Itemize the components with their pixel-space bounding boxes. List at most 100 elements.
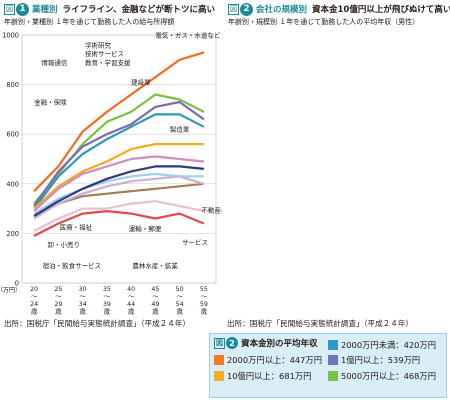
x-tick-label: 歳	[201, 307, 208, 316]
figure-number-badge: 2	[226, 337, 238, 349]
capital-legend-box: 図 2 資本金別の平均年収 2000万円未満：420万円 2000万円以上：44…	[209, 333, 447, 398]
legend-label: 2000万円未満：420万円	[341, 340, 437, 350]
company-size-chart-title: 資本金10億円以上が飛びぬけて高い	[312, 5, 450, 15]
series-line	[33, 113, 205, 210]
x-tick-label: 歳	[79, 307, 86, 316]
x-tick-label: 〜	[128, 294, 135, 301]
series-annotation: 情報通信	[41, 58, 68, 67]
series-annotation: 金融・保険	[34, 97, 67, 106]
x-tick-label: 〜	[152, 294, 159, 301]
company-size-chart-header: 図 2 会社の規模別 資本金10億円以上が飛びぬけて高い	[228, 0, 450, 18]
legend-swatch	[328, 355, 338, 365]
y-unit-label: （万円）	[0, 287, 21, 294]
industry-chart-subtitle: 年齢別・業種別 １年を通じて勤務した人の給与所得額	[4, 18, 175, 26]
legend-item-over-100m: 1億円以上：539万円	[328, 354, 420, 366]
series-line	[33, 93, 205, 205]
x-tick-label: 49	[151, 301, 159, 308]
x-tick-label: 歳	[104, 307, 111, 316]
series-annotation: 農林水産・鉱業	[132, 261, 178, 270]
series-annotation: 教育・学習支援	[85, 58, 131, 67]
legend-label: 10億円以上：681万円	[227, 371, 312, 381]
x-tick-label: 歳	[31, 307, 38, 316]
x-tick-label: 〜	[201, 294, 208, 301]
series-annotation: 建設業	[131, 78, 151, 87]
y-tick-label: 800	[6, 81, 19, 89]
x-tick-label: 20	[30, 286, 38, 293]
series-annotation: サービス	[182, 238, 208, 247]
legend-swatch	[214, 371, 224, 381]
legend-label: 1億円以上：539万円	[341, 355, 421, 365]
x-tick-label: 54	[176, 301, 184, 308]
company-size-chart-label: 会社の規模別	[256, 5, 308, 15]
industry-chart-title: ライフライン、金融などが断トツに高い	[62, 5, 216, 15]
x-tick-label: 44	[127, 301, 135, 308]
x-tick-label: 55	[200, 286, 208, 293]
x-tick-label: 39	[103, 301, 111, 308]
legend-swatch	[328, 371, 338, 381]
x-tick-label: 〜	[31, 294, 38, 301]
industry-line-chart: 02004006008001000（万円）20〜24歳25〜29歳30〜34歳3…	[0, 30, 222, 316]
x-tick-label: 歳	[176, 307, 183, 316]
x-tick-label: 〜	[55, 294, 62, 301]
series-annotation: 不動産ほか	[201, 205, 222, 214]
series-annotation: 医療・福祉	[60, 223, 93, 232]
series-line	[33, 210, 205, 237]
industry-chart-label: 業種別	[32, 5, 58, 15]
y-tick-label: 600	[6, 131, 19, 139]
legend-item-over-1b: 10億円以上：681万円	[214, 370, 311, 382]
x-tick-label: 50	[176, 286, 184, 293]
x-tick-label: 34	[79, 301, 87, 308]
legend-item-under-20m: 2000万円未満：420万円	[328, 339, 436, 351]
x-tick-label: 35	[103, 286, 111, 293]
series-line	[33, 51, 205, 192]
legend-swatch	[214, 355, 224, 365]
company-size-chart-subtitle: 年齢別・規模別 １年を通じて勤務した人の平均年収（男性）	[228, 18, 420, 26]
source-note-left: 出所：国税庁「民間給与実態統計調査」（平成２４年）	[4, 319, 191, 328]
x-tick-label: 〜	[176, 294, 183, 301]
series-line	[33, 155, 205, 212]
company-size-chart-panel: 図 2 会社の規模別 資本金10億円以上が飛びぬけて高い 年齢別・規模別 １年を…	[228, 0, 450, 320]
x-tick-label: 25	[54, 286, 62, 293]
x-tick-label: 24	[30, 301, 38, 308]
x-tick-label: 〜	[104, 294, 111, 301]
x-tick-label: 45	[151, 286, 159, 293]
legend-label: 5000万円以上：468万円	[341, 371, 437, 381]
figure-badge: 図	[228, 3, 239, 15]
x-tick-label: 〜	[79, 294, 86, 301]
y-tick-label: 0	[15, 280, 19, 288]
industry-chart-header: 図 1 業種別 ライフライン、金融などが断トツに高い	[4, 0, 215, 18]
legend-item-over-20m: 2000万円以上：447万円	[214, 354, 322, 366]
figure-number-badge: 2	[240, 2, 253, 16]
series-annotation: 卸・小売り	[47, 240, 80, 249]
capital-legend-title: 図 2 資本金別の平均年収	[214, 337, 318, 349]
series-line	[33, 200, 205, 232]
company-size-bar-chart: 02004006008001000（万円）20〜24歳25〜29歳30〜34歳3…	[0, 0, 222, 320]
y-tick-label: 200	[6, 230, 19, 238]
legend-swatch	[328, 340, 338, 350]
series-annotation: 技術サービス	[85, 49, 124, 58]
x-tick-label: 59	[200, 301, 208, 308]
x-tick-label: 歳	[152, 307, 159, 316]
series-annotation: 学術研究	[85, 40, 112, 49]
x-tick-label: 40	[127, 286, 135, 293]
y-tick-label: 400	[6, 180, 19, 188]
figure-number-badge: 1	[16, 2, 29, 16]
legend-item-over-50m: 5000万円以上：468万円	[328, 370, 436, 382]
legend-label: 2000万円以上：447万円	[227, 355, 323, 365]
series-annotation: 宿泊・飲食サービス	[43, 261, 102, 270]
industry-chart-panel: 図 1 業種別 ライフライン、金融などが断トツに高い 年齢別・業種別 １年を通じ…	[0, 0, 226, 320]
x-tick-label: 歳	[55, 307, 62, 316]
series-line	[33, 165, 205, 217]
source-note-right: 出所：国税庁「民間給与実態統計調査」（平成２４年）	[227, 319, 414, 328]
x-tick-label: 29	[54, 301, 62, 308]
series-annotation: 電気・ガス・水道など	[155, 30, 221, 39]
series-annotation: 製造業	[170, 125, 190, 134]
series-line	[33, 143, 204, 210]
figure-badge: 図	[4, 3, 15, 15]
series-line	[33, 175, 205, 220]
series-annotation: 運輸・郵便	[129, 224, 162, 233]
x-tick-label: 歳	[128, 307, 135, 316]
x-tick-label: 30	[79, 286, 87, 293]
capital-legend-title-text: 資本金別の平均年収	[241, 339, 318, 349]
series-line	[33, 100, 205, 207]
